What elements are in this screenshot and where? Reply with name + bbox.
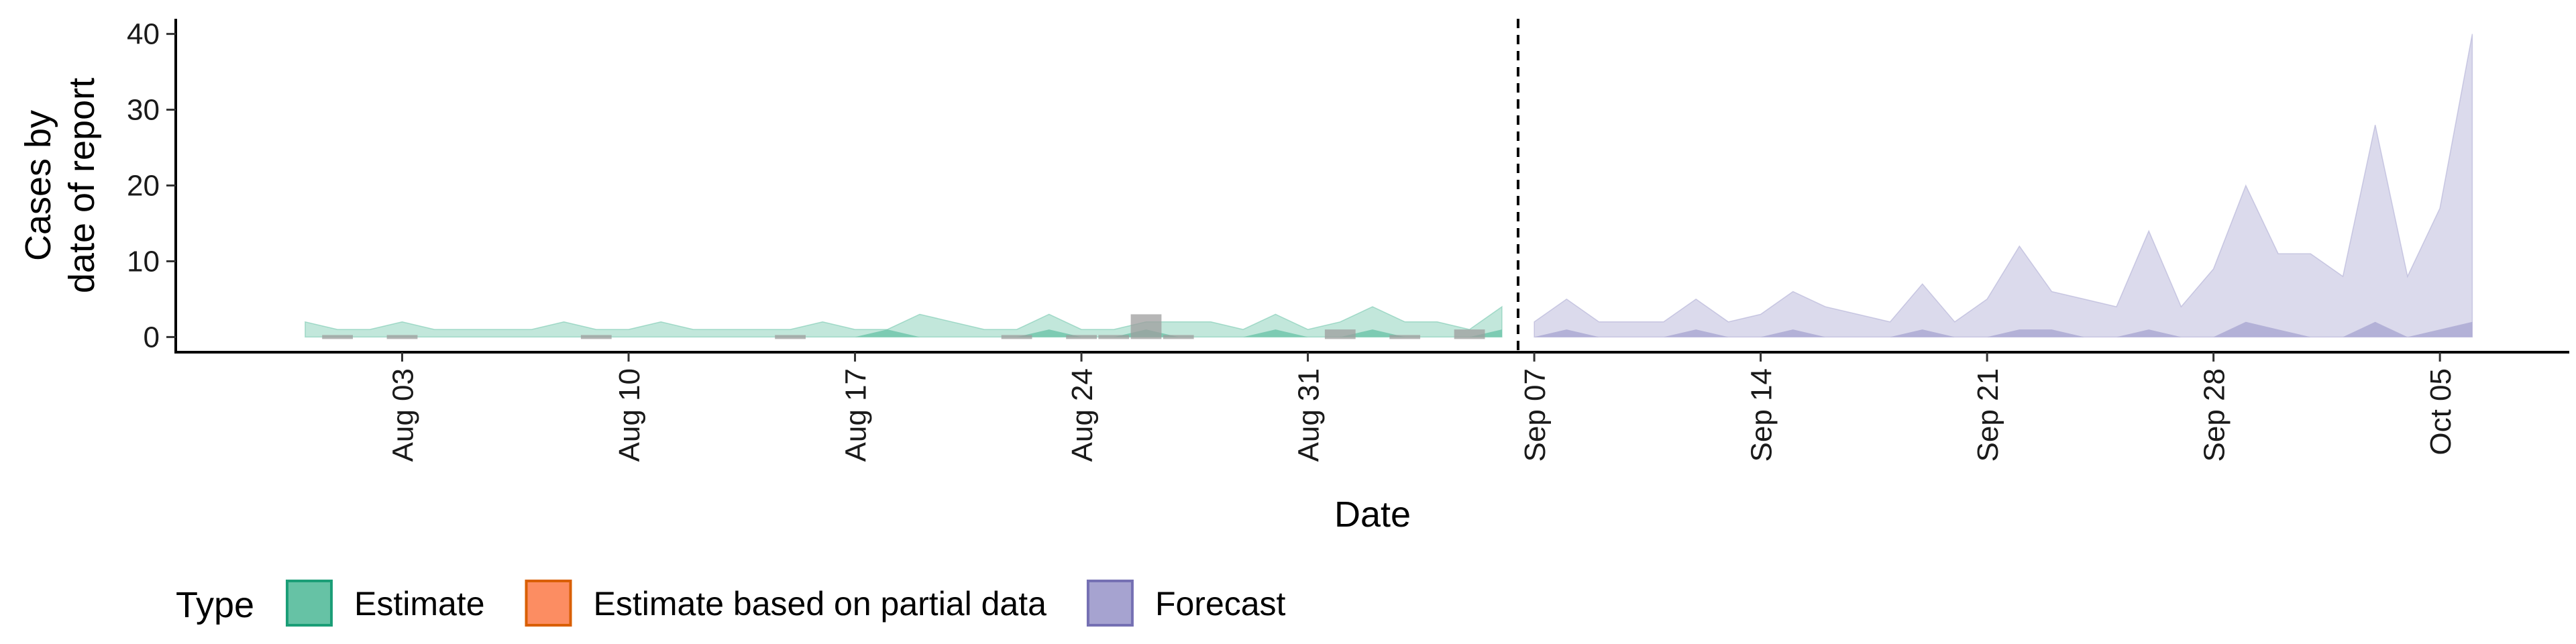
y-axis-title-line-1: Cases by [18, 110, 58, 261]
y-tick-label: 10 [127, 245, 160, 278]
x-tick-label: Sep 28 [2198, 368, 2231, 462]
reported-case-bar [1454, 329, 1485, 339]
x-tick-label: Aug 24 [1066, 368, 1099, 462]
x-tick-label: Sep 21 [1972, 368, 2004, 462]
x-tick-label: Aug 03 [387, 368, 420, 462]
reported-case-bar [1130, 314, 1162, 339]
x-tick-label: Aug 10 [613, 368, 646, 462]
legend-swatch [525, 580, 572, 627]
reported-case-bar [1324, 329, 1356, 339]
x-tick-label: Sep 14 [1746, 368, 1778, 462]
legend: Type Estimate Estimate based on partial d… [176, 580, 1286, 627]
y-tick-label: 0 [144, 321, 160, 354]
reported-cases-bars [322, 314, 1485, 339]
reported-case-bar [1001, 335, 1032, 339]
x-axis-ticks: Aug 03 Aug 10 Aug 17 Aug 24 Aug 31 Sep 07 Sep … [387, 352, 2457, 462]
reported-case-bar [1098, 335, 1130, 339]
reported-case-bar [1389, 335, 1421, 339]
reported-case-bar [386, 335, 418, 339]
reported-case-bar [322, 335, 353, 339]
y-axis-title-line-2: date of report [62, 78, 102, 293]
plot-areas [305, 34, 2473, 338]
x-tick-label: Oct 05 [2424, 368, 2457, 455]
estimate-outer-band [305, 305, 1503, 338]
y-tick-label: 20 [127, 170, 160, 203]
y-tick-label: 40 [127, 18, 160, 51]
x-tick-label: Aug 17 [840, 368, 873, 462]
legend-label: Forecast [1155, 585, 1286, 623]
estimate-inner-band [305, 329, 1502, 337]
reported-case-bar [1163, 335, 1194, 339]
x-tick-label: Sep 07 [1519, 368, 1552, 462]
reported-case-bar [580, 335, 612, 339]
forecast-outer-band [1534, 34, 2473, 338]
legend-title: Type [176, 585, 254, 625]
x-axis-title: Date [1334, 494, 1411, 535]
legend-swatch [1086, 580, 1134, 627]
x-tick-label: Aug 31 [1293, 368, 1326, 462]
legend-swatch [286, 580, 333, 627]
reported-case-bar [1066, 335, 1097, 339]
y-tick-label: 30 [127, 94, 160, 127]
legend-label: Estimate [354, 585, 485, 623]
legend-label: Estimate based on partial data [594, 585, 1047, 623]
y-axis-ticks: 0 10 20 30 40 [127, 18, 176, 354]
reported-case-bar [775, 335, 806, 339]
forecast-inner-band [1534, 321, 2473, 337]
